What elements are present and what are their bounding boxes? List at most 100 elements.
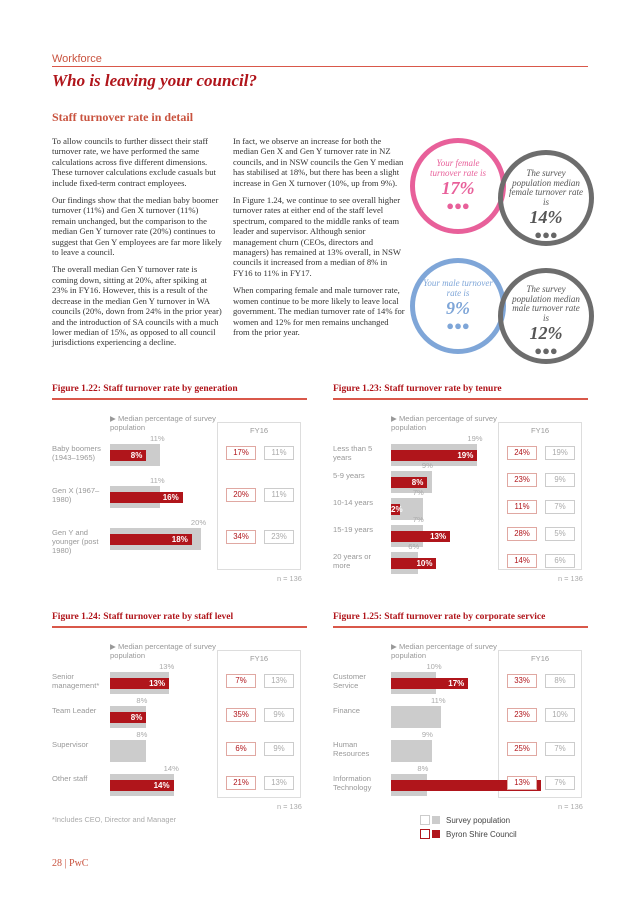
council-bar: 17% xyxy=(391,678,469,689)
category-label: Gen Y and younger (post 1980) xyxy=(52,528,99,555)
category-label: Less than 5 years xyxy=(333,444,373,462)
figure-rule xyxy=(333,398,588,400)
sample-size: n = 136 xyxy=(277,574,302,583)
male-council-circle: Your male turnover rate is 9% ●●● xyxy=(410,258,506,354)
prior-survey-value: 19% xyxy=(545,446,575,460)
prior-survey-value: 5% xyxy=(545,527,575,541)
circle-value: 14% xyxy=(529,207,563,227)
paragraph: Our findings show that the median baby b… xyxy=(52,195,222,258)
page-title: Who is leaving your council? xyxy=(52,71,257,90)
circle-label: The survey population median male turnov… xyxy=(512,284,580,323)
figure-hint: ▶ Median percentage of survey population xyxy=(391,642,497,660)
body-column-1: To allow councils to further dissect the… xyxy=(52,136,222,355)
council-bar: 8% xyxy=(110,712,147,723)
page-footer: 28 | PwC xyxy=(52,858,89,869)
prior-survey-value: 8% xyxy=(545,674,575,688)
circle-label: Your female turnover rate is xyxy=(430,158,486,178)
paragraph: In fact, we observe an increase for both… xyxy=(233,136,404,188)
prior-survey-value: 7% xyxy=(545,776,575,790)
council-bar: 16% xyxy=(110,492,183,503)
prior-survey-value: 23% xyxy=(264,530,294,544)
prior-year-label: FY16 xyxy=(531,426,550,435)
figure-rule xyxy=(333,626,588,628)
category-label: Baby boomers (1943–1965) xyxy=(52,444,101,462)
prior-survey-value: 11% xyxy=(264,488,294,502)
figure-1-23: Figure 1.23: Staff turnover rate by tenu… xyxy=(333,384,588,584)
prior-council-value: 33% xyxy=(507,674,537,688)
paragraph: In Figure 1.24, we continue to see overa… xyxy=(233,195,401,278)
circle-value: 9% xyxy=(446,298,470,318)
prior-year-panel xyxy=(498,650,582,798)
circle-value: 12% xyxy=(529,323,563,343)
prior-council-value: 17% xyxy=(226,446,256,460)
category-label: Information Technology xyxy=(333,774,372,792)
sample-size: n = 136 xyxy=(558,574,583,583)
circle-label: The survey population median female turn… xyxy=(509,168,583,207)
prior-council-value: 23% xyxy=(507,708,537,722)
prior-council-value: 7% xyxy=(226,674,256,688)
prior-survey-value: 9% xyxy=(264,742,294,756)
female-survey-circle: The survey population median female turn… xyxy=(498,150,594,246)
prior-council-value: 34% xyxy=(226,530,256,544)
category-label: Gen X (1967–1980) xyxy=(52,486,100,504)
prior-year-panel xyxy=(498,422,582,570)
figure-title: Figure 1.24: Staff turnover rate by staf… xyxy=(52,612,234,622)
council-bar: 14% xyxy=(110,780,174,791)
survey-value-label: 10% xyxy=(426,662,442,671)
figure-hint: ▶ Median percentage of survey population xyxy=(391,414,497,432)
council-bar: 13% xyxy=(391,531,451,542)
figure-hint: ▶ Median percentage of survey population xyxy=(110,642,216,660)
prior-council-value: 24% xyxy=(507,446,537,460)
prior-survey-value: 9% xyxy=(545,473,575,487)
prior-council-value: 35% xyxy=(226,708,256,722)
survey-value-label: 11% xyxy=(431,696,446,705)
figure-1-22: Figure 1.22: Staff turnover rate by gene… xyxy=(52,384,307,584)
prior-year-label: FY16 xyxy=(250,426,269,435)
category-label: Team Leader xyxy=(52,706,97,715)
legend: Survey population Byron Shire Council xyxy=(420,815,517,839)
survey-value-label: 11% xyxy=(150,434,165,443)
survey-value-label: 6% xyxy=(408,542,420,551)
sample-size: n = 136 xyxy=(277,802,302,811)
female-council-circle: Your female turnover rate is 17% ●●● xyxy=(410,138,506,234)
paragraph: When comparing female and male turnover … xyxy=(233,285,405,337)
figure-1-25: Figure 1.25: Staff turnover rate by corp… xyxy=(333,612,588,812)
prior-council-value: 25% xyxy=(507,742,537,756)
survey-value-label: 19% xyxy=(467,434,483,443)
survey-value-label: 8% xyxy=(136,696,148,705)
council-bar: 13% xyxy=(110,678,170,689)
category-label: 5-9 years xyxy=(333,471,365,480)
survey-bar xyxy=(391,740,432,762)
header-rule xyxy=(52,66,588,67)
figure-hint: ▶ Median percentage of survey population xyxy=(110,414,216,432)
category-label: Finance xyxy=(333,706,361,715)
prior-survey-value: 13% xyxy=(264,674,294,688)
prior-council-value: 11% xyxy=(507,500,537,514)
council-bar: 2% xyxy=(391,504,403,515)
survey-value-label: 8% xyxy=(136,730,148,739)
survey-value-label: 9% xyxy=(421,461,433,470)
prior-year-label: FY16 xyxy=(250,654,269,663)
section-label: Workforce xyxy=(52,53,102,65)
survey-value-label: 8% xyxy=(417,764,429,773)
category-label: Customer Service xyxy=(333,672,366,690)
category-label: 15-19 years xyxy=(333,525,374,534)
prior-council-value: 23% xyxy=(507,473,537,487)
council-bar: 19% xyxy=(391,450,478,461)
legend-swatch-council xyxy=(432,830,440,838)
prior-council-value: 13% xyxy=(507,776,537,790)
category-label: Human Resources xyxy=(333,740,370,758)
prior-year-label: FY16 xyxy=(531,654,550,663)
circle-value: 17% xyxy=(441,178,475,198)
figure-1-24: Figure 1.24: Staff turnover rate by staf… xyxy=(52,612,307,812)
prior-survey-value: 11% xyxy=(264,446,294,460)
legend-label-council: Byron Shire Council xyxy=(446,829,517,839)
prior-council-value: 20% xyxy=(226,488,256,502)
council-bar: 8% xyxy=(391,477,428,488)
prior-council-value: 28% xyxy=(507,527,537,541)
prior-survey-value: 10% xyxy=(545,708,575,722)
paragraph: To allow councils to further dissect the… xyxy=(52,136,216,188)
prior-council-value: 21% xyxy=(226,776,256,790)
prior-survey-value: 13% xyxy=(264,776,294,790)
council-bar: 18% xyxy=(110,534,192,545)
